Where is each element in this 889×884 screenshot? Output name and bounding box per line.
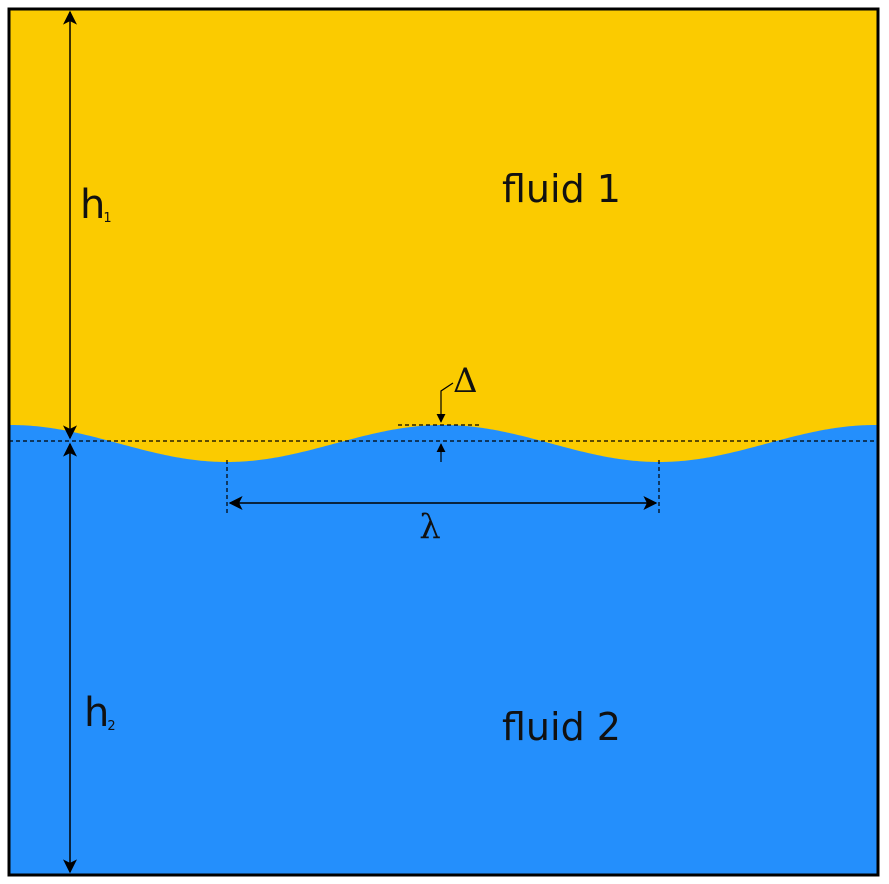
h1-label: h1 (80, 182, 112, 228)
h2-label: h2 (84, 690, 116, 736)
delta-leader-line (436, 382, 454, 423)
domain-border (7, 7, 880, 877)
lambda-label: λ (419, 507, 441, 547)
fluid-2-region (9, 425, 878, 875)
delta-label: Δ (453, 361, 478, 401)
fluid-2-label: fluid 2 (502, 705, 621, 749)
fluid-1-label: fluid 1 (502, 167, 621, 211)
